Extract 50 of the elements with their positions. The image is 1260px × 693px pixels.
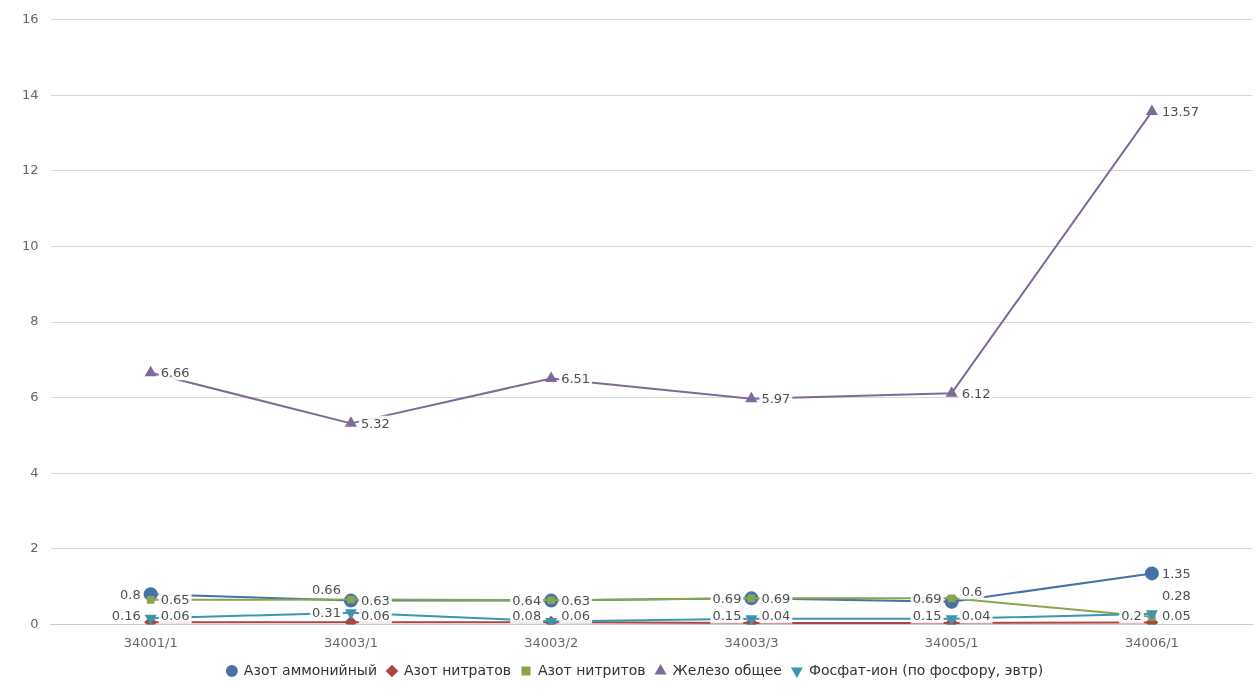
- data-label: 13.57: [1161, 104, 1200, 119]
- data-label: 0.69: [912, 590, 942, 606]
- legend-label: Железо общее: [672, 661, 782, 678]
- data-label: 5.32: [360, 415, 390, 431]
- legend-label: Фосфат-ион (по фосфору, эвтр): [808, 661, 1044, 678]
- data-label: 0.69: [761, 590, 791, 606]
- data-label: 0.16: [111, 608, 141, 624]
- x-tick-label: 34003/3: [724, 634, 779, 650]
- data-label: 0.8: [119, 586, 141, 602]
- data-label: 0.15: [912, 608, 942, 624]
- data-label: 0.2: [1121, 608, 1142, 624]
- data-label: 0.65: [160, 592, 190, 608]
- data-label: 0.6: [961, 584, 983, 600]
- data-label: 0.66: [311, 581, 341, 597]
- data-label: 6.66: [160, 365, 190, 381]
- y-tick-label: 12: [22, 162, 39, 178]
- y-tick-label: 10: [22, 237, 39, 253]
- data-label: 6.12: [961, 385, 991, 401]
- data-label: 0.64: [512, 592, 542, 608]
- data-label: 0.15: [712, 608, 742, 624]
- data-label: 0.28: [1161, 588, 1191, 604]
- data-label: 5.97: [761, 391, 791, 407]
- legend-label: Азот аммонийный: [243, 661, 377, 678]
- data-label: 6.51: [561, 370, 591, 386]
- data-label: 1.35: [1161, 565, 1191, 581]
- x-tick-label: 34003/1: [323, 634, 378, 650]
- data-label: 0.06: [360, 608, 390, 624]
- x-tick-label: 34005/1: [924, 634, 979, 650]
- x-tick-label: 34003/2: [524, 634, 579, 650]
- y-tick-label: 6: [30, 389, 39, 405]
- y-tick-label: 16: [22, 11, 39, 27]
- data-label: 0.63: [561, 592, 591, 608]
- data-label: 0.31: [311, 605, 341, 621]
- x-tick-label: 34001/1: [123, 634, 178, 650]
- data-label: 0.63: [360, 592, 390, 608]
- y-tick-label: 0: [30, 615, 39, 631]
- data-label: 0.08: [512, 608, 542, 624]
- y-tick-label: 2: [30, 540, 39, 556]
- data-label: 0.04: [761, 608, 791, 624]
- y-tick-label: 8: [30, 313, 39, 329]
- data-label: 0.04: [961, 608, 991, 624]
- data-label: 0.06: [160, 608, 190, 624]
- y-tick-label: 4: [30, 464, 39, 480]
- x-tick-label: 34006/1: [1124, 634, 1179, 650]
- data-label: 0.06: [561, 608, 591, 624]
- data-label: 0.05: [1161, 608, 1191, 624]
- legend-label: Азот нитратов: [403, 661, 512, 678]
- legend-label: Азот нитритов: [538, 661, 646, 678]
- y-tick-label: 14: [22, 86, 39, 102]
- data-label: 0.69: [712, 590, 742, 606]
